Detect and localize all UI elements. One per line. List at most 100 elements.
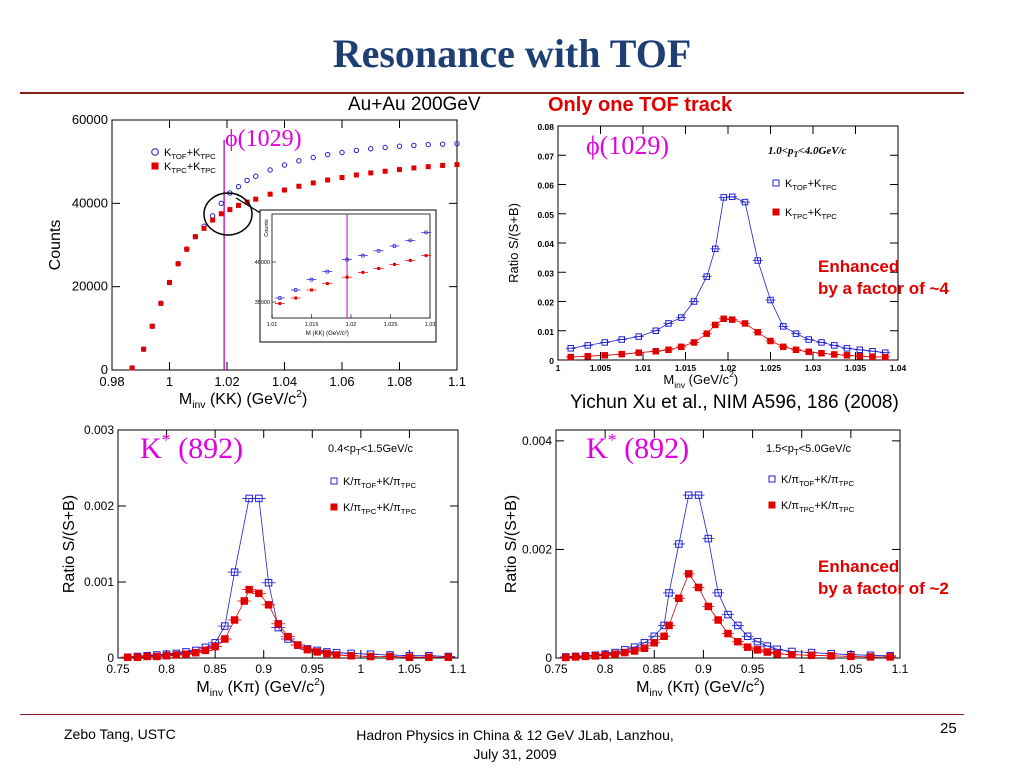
data-point [665, 621, 673, 630]
data-point [425, 164, 431, 170]
data-point [227, 207, 233, 213]
data-point [831, 351, 838, 358]
inset-point [408, 258, 412, 262]
data-point [264, 579, 273, 587]
data-point [175, 261, 181, 267]
data-point [571, 653, 580, 661]
data-point [635, 333, 642, 340]
y-tick-label: 0.03 [537, 268, 554, 278]
x-tick-label: 1 [556, 363, 561, 373]
inset-point [376, 248, 381, 253]
data-point [123, 653, 132, 661]
data-point [162, 651, 171, 660]
data-point [454, 141, 460, 147]
kstar-enhancement-line1: Enhanced [818, 557, 900, 576]
data-point [630, 647, 639, 655]
y-tick-label: 0.002 [84, 499, 114, 513]
data-point [690, 298, 698, 305]
y-tick-label: 0.003 [84, 423, 114, 437]
phi-enhancement-note: Enhanced by a factor of ~4 [818, 256, 949, 300]
x-tick-label: 1.025 [760, 363, 782, 373]
data-point [425, 653, 433, 661]
data-point [773, 649, 781, 658]
data-point [652, 327, 659, 334]
legend-marker [330, 477, 338, 485]
data-point [201, 646, 210, 655]
footer-author: Zebo Tang, USTC [64, 726, 176, 742]
inset-point [293, 288, 298, 292]
x-tick-label: 1.02 [720, 363, 737, 373]
legend-marker [151, 162, 159, 170]
inset-point [360, 253, 365, 258]
x-tick-label: 0.8 [597, 662, 614, 676]
x-tick-label: 1.08 [387, 374, 412, 389]
phi-enhancement-line2: by a factor of ~4 [818, 279, 949, 298]
data-point [293, 641, 302, 649]
data-point [882, 353, 889, 361]
phi-ratio-chart: 1 1.005 1.01 1.015 1.02 1.025 1.03 1.035 1.04 0 0.… [506, 122, 907, 390]
data-point [382, 168, 388, 174]
pt-range-label: 0.4<pT<1.5GeV/c [328, 443, 414, 457]
data-point [149, 323, 155, 329]
data-point [397, 167, 402, 173]
page-number: 25 [940, 720, 957, 737]
data-point [396, 143, 403, 149]
data-point [704, 602, 713, 611]
data-point [703, 330, 710, 337]
y-tick-label: 0.02 [537, 298, 554, 308]
x-tick-label: 1 [358, 662, 365, 676]
collision-system-label: Au+Au 200GeV [348, 94, 481, 115]
data-point [618, 350, 625, 358]
inset-point [424, 230, 428, 235]
data-point [221, 622, 229, 630]
plot-frame [557, 125, 899, 361]
data-point [684, 491, 693, 499]
legend-marker [772, 208, 780, 216]
data-point [753, 637, 762, 646]
legend-entry: K/πTPC+K/πTPC [343, 502, 417, 516]
data-point [584, 342, 591, 349]
particle-label: ϕ(1029) [586, 131, 669, 160]
data-point [296, 158, 302, 164]
x-tick-label: 1.03 [805, 363, 822, 373]
kstar-enhancement-note: Enhanced by a factor of ~2 [818, 556, 949, 600]
footer-conference-line2: July 31, 2009 [473, 746, 557, 762]
y-tick-label: 40000 [72, 195, 108, 210]
data-point [310, 180, 316, 186]
y-tick-label: 0.01 [537, 327, 554, 337]
data-point [703, 273, 710, 280]
y-tick-label: 0.08 [537, 122, 554, 132]
x-axis-label: Minv (KK) (GeV/c2) [179, 389, 307, 410]
data-point [780, 343, 787, 351]
data-point [339, 149, 345, 156]
data-point [167, 280, 172, 285]
x-tick-label: 1.1 [892, 662, 909, 676]
x-tick-label: 0.8 [158, 662, 175, 676]
inset-y-label: Counts [264, 219, 270, 237]
legend-entry: K/πTOF+K/πTPC [343, 476, 416, 490]
data-point [818, 350, 825, 357]
data-point [780, 323, 787, 330]
y-axis-label: Ratio S/(S+B) [506, 203, 521, 283]
particle-label: ϕ(1029) [225, 126, 302, 152]
data-point [720, 315, 727, 323]
x-tick-label: 1.06 [329, 374, 354, 389]
data-point [805, 348, 812, 356]
data-point [792, 330, 800, 337]
data-point [856, 346, 863, 354]
data-point [366, 652, 375, 661]
data-point [678, 343, 685, 351]
data-point [368, 170, 374, 176]
data-point [172, 651, 181, 659]
data-point [675, 594, 683, 603]
data-point [281, 162, 288, 168]
data-point [729, 316, 736, 323]
inset-point [345, 257, 349, 262]
data-point [209, 213, 216, 219]
data-point [282, 187, 287, 193]
data-point [660, 632, 668, 641]
pt-range-label: 1.0<pT<4.0GeV/c [768, 145, 847, 159]
data-point [192, 234, 198, 240]
data-point [763, 648, 772, 656]
y-tick-label: 0.002 [522, 542, 552, 556]
